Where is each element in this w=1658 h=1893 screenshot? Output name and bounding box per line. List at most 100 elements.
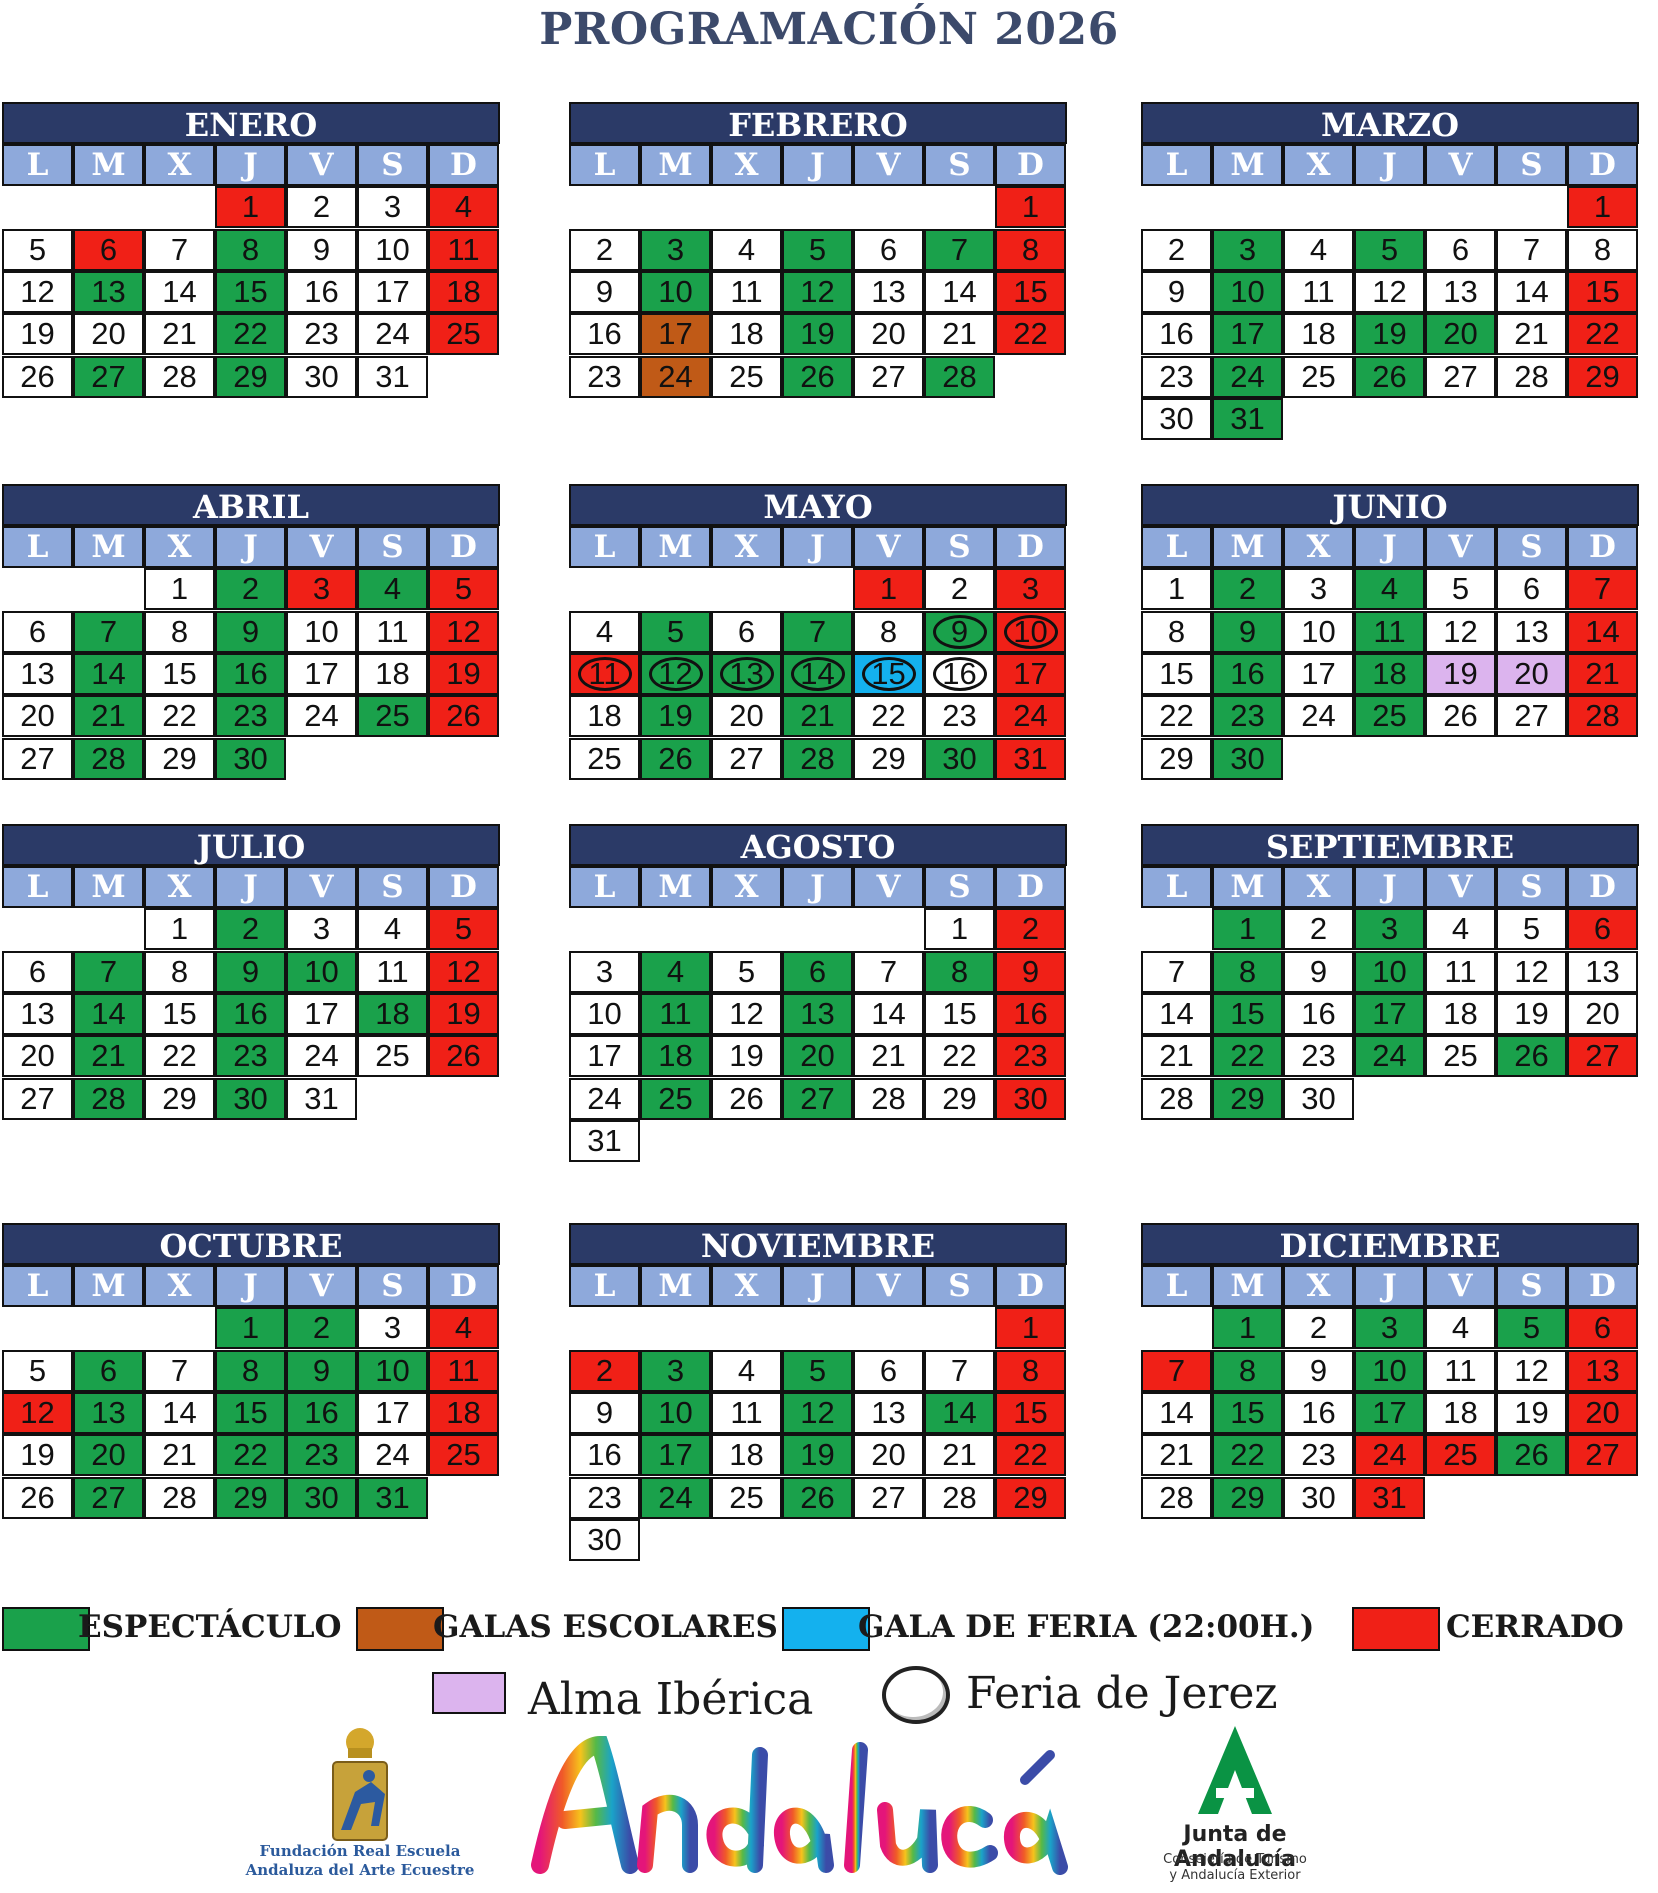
day-cell[interactable]: 5: [1496, 908, 1567, 950]
day-cell[interactable]: 27: [73, 1477, 144, 1519]
day-cell[interactable]: 13: [73, 271, 144, 313]
day-cell[interactable]: 28: [853, 1078, 924, 1120]
day-cell[interactable]: 11: [1283, 271, 1354, 313]
day-cell[interactable]: 19: [2, 1434, 73, 1476]
day-cell[interactable]: 7: [1141, 951, 1212, 993]
day-cell[interactable]: 7: [1496, 229, 1567, 271]
day-cell[interactable]: 14: [1141, 993, 1212, 1035]
day-cell[interactable]: 20: [711, 695, 782, 737]
day-cell[interactable]: 18: [357, 653, 428, 695]
day-cell[interactable]: 5: [1354, 229, 1425, 271]
day-cell[interactable]: 25: [428, 1434, 499, 1476]
day-cell[interactable]: 1616: [924, 653, 995, 695]
day-cell[interactable]: 14: [73, 653, 144, 695]
day-cell[interactable]: 31: [995, 738, 1066, 780]
day-cell[interactable]: 9: [569, 271, 640, 313]
day-cell[interactable]: 21: [1496, 313, 1567, 355]
day-cell[interactable]: 11: [1425, 1350, 1496, 1392]
day-cell[interactable]: 3: [286, 908, 357, 950]
day-cell[interactable]: 22: [1567, 313, 1638, 355]
day-cell[interactable]: 2: [569, 229, 640, 271]
day-cell[interactable]: 9: [215, 611, 286, 653]
day-cell[interactable]: 7: [1567, 568, 1638, 610]
day-cell[interactable]: 12: [1496, 1350, 1567, 1392]
day-cell[interactable]: 16: [995, 993, 1066, 1035]
day-cell[interactable]: 7: [853, 951, 924, 993]
day-cell[interactable]: 25: [569, 738, 640, 780]
day-cell[interactable]: 30: [286, 1477, 357, 1519]
day-cell[interactable]: 21: [144, 1434, 215, 1476]
day-cell[interactable]: 20: [1567, 1392, 1638, 1434]
day-cell[interactable]: 29: [215, 356, 286, 398]
day-cell[interactable]: 19: [428, 993, 499, 1035]
day-cell[interactable]: 12: [782, 271, 853, 313]
day-cell[interactable]: 30: [1283, 1078, 1354, 1120]
day-cell[interactable]: 26: [2, 1477, 73, 1519]
day-cell[interactable]: 17: [995, 653, 1066, 695]
day-cell[interactable]: 4: [357, 568, 428, 610]
day-cell[interactable]: 3: [640, 1350, 711, 1392]
day-cell[interactable]: 13: [853, 1392, 924, 1434]
day-cell[interactable]: 19: [782, 313, 853, 355]
day-cell[interactable]: 2: [286, 1307, 357, 1349]
day-cell[interactable]: 4: [640, 951, 711, 993]
day-cell[interactable]: 17: [640, 313, 711, 355]
day-cell[interactable]: 24: [1354, 1434, 1425, 1476]
day-cell[interactable]: 26: [782, 356, 853, 398]
day-cell[interactable]: 29: [995, 1477, 1066, 1519]
day-cell[interactable]: 22: [144, 1035, 215, 1077]
day-cell[interactable]: 28: [924, 356, 995, 398]
day-cell[interactable]: 7: [73, 951, 144, 993]
day-cell[interactable]: 1010: [995, 611, 1066, 653]
day-cell[interactable]: 25: [357, 695, 428, 737]
day-cell[interactable]: 30: [215, 738, 286, 780]
day-cell[interactable]: 8: [144, 951, 215, 993]
day-cell[interactable]: 30: [215, 1078, 286, 1120]
day-cell[interactable]: 13: [2, 993, 73, 1035]
day-cell[interactable]: 1: [1212, 908, 1283, 950]
day-cell[interactable]: 24: [640, 356, 711, 398]
day-cell[interactable]: 19: [711, 1035, 782, 1077]
day-cell[interactable]: 13: [1496, 611, 1567, 653]
day-cell[interactable]: 17: [357, 271, 428, 313]
day-cell[interactable]: 1515: [853, 653, 924, 695]
day-cell[interactable]: 28: [144, 1477, 215, 1519]
day-cell[interactable]: 6: [2, 611, 73, 653]
day-cell[interactable]: 6: [73, 229, 144, 271]
day-cell[interactable]: 18: [1283, 313, 1354, 355]
day-cell[interactable]: 26: [1354, 356, 1425, 398]
day-cell[interactable]: 29: [215, 1477, 286, 1519]
day-cell[interactable]: 16: [215, 993, 286, 1035]
day-cell[interactable]: 12: [428, 951, 499, 993]
day-cell[interactable]: 14: [853, 993, 924, 1035]
day-cell[interactable]: 18: [711, 1434, 782, 1476]
day-cell[interactable]: 10: [357, 229, 428, 271]
day-cell[interactable]: 6: [73, 1350, 144, 1392]
day-cell[interactable]: 10: [1212, 271, 1283, 313]
day-cell[interactable]: 15: [1567, 271, 1638, 313]
day-cell[interactable]: 26: [428, 1035, 499, 1077]
day-cell[interactable]: 27: [853, 1477, 924, 1519]
day-cell[interactable]: 24: [286, 1035, 357, 1077]
day-cell[interactable]: 1: [853, 568, 924, 610]
day-cell[interactable]: 22: [144, 695, 215, 737]
day-cell[interactable]: 8: [1212, 951, 1283, 993]
day-cell[interactable]: 21: [924, 1434, 995, 1476]
day-cell[interactable]: 12: [2, 1392, 73, 1434]
day-cell[interactable]: 16: [1141, 313, 1212, 355]
day-cell[interactable]: 2: [1283, 1307, 1354, 1349]
day-cell[interactable]: 21: [924, 313, 995, 355]
day-cell[interactable]: 7: [924, 1350, 995, 1392]
day-cell[interactable]: 30: [286, 356, 357, 398]
day-cell[interactable]: 8: [1567, 229, 1638, 271]
day-cell[interactable]: 8: [1212, 1350, 1283, 1392]
day-cell[interactable]: 25: [1283, 356, 1354, 398]
day-cell[interactable]: 5: [782, 1350, 853, 1392]
day-cell[interactable]: 12: [1425, 611, 1496, 653]
day-cell[interactable]: 99: [924, 611, 995, 653]
day-cell[interactable]: 28: [73, 1078, 144, 1120]
day-cell[interactable]: 12: [428, 611, 499, 653]
day-cell[interactable]: 11: [640, 993, 711, 1035]
day-cell[interactable]: 4: [357, 908, 428, 950]
day-cell[interactable]: 21: [853, 1035, 924, 1077]
